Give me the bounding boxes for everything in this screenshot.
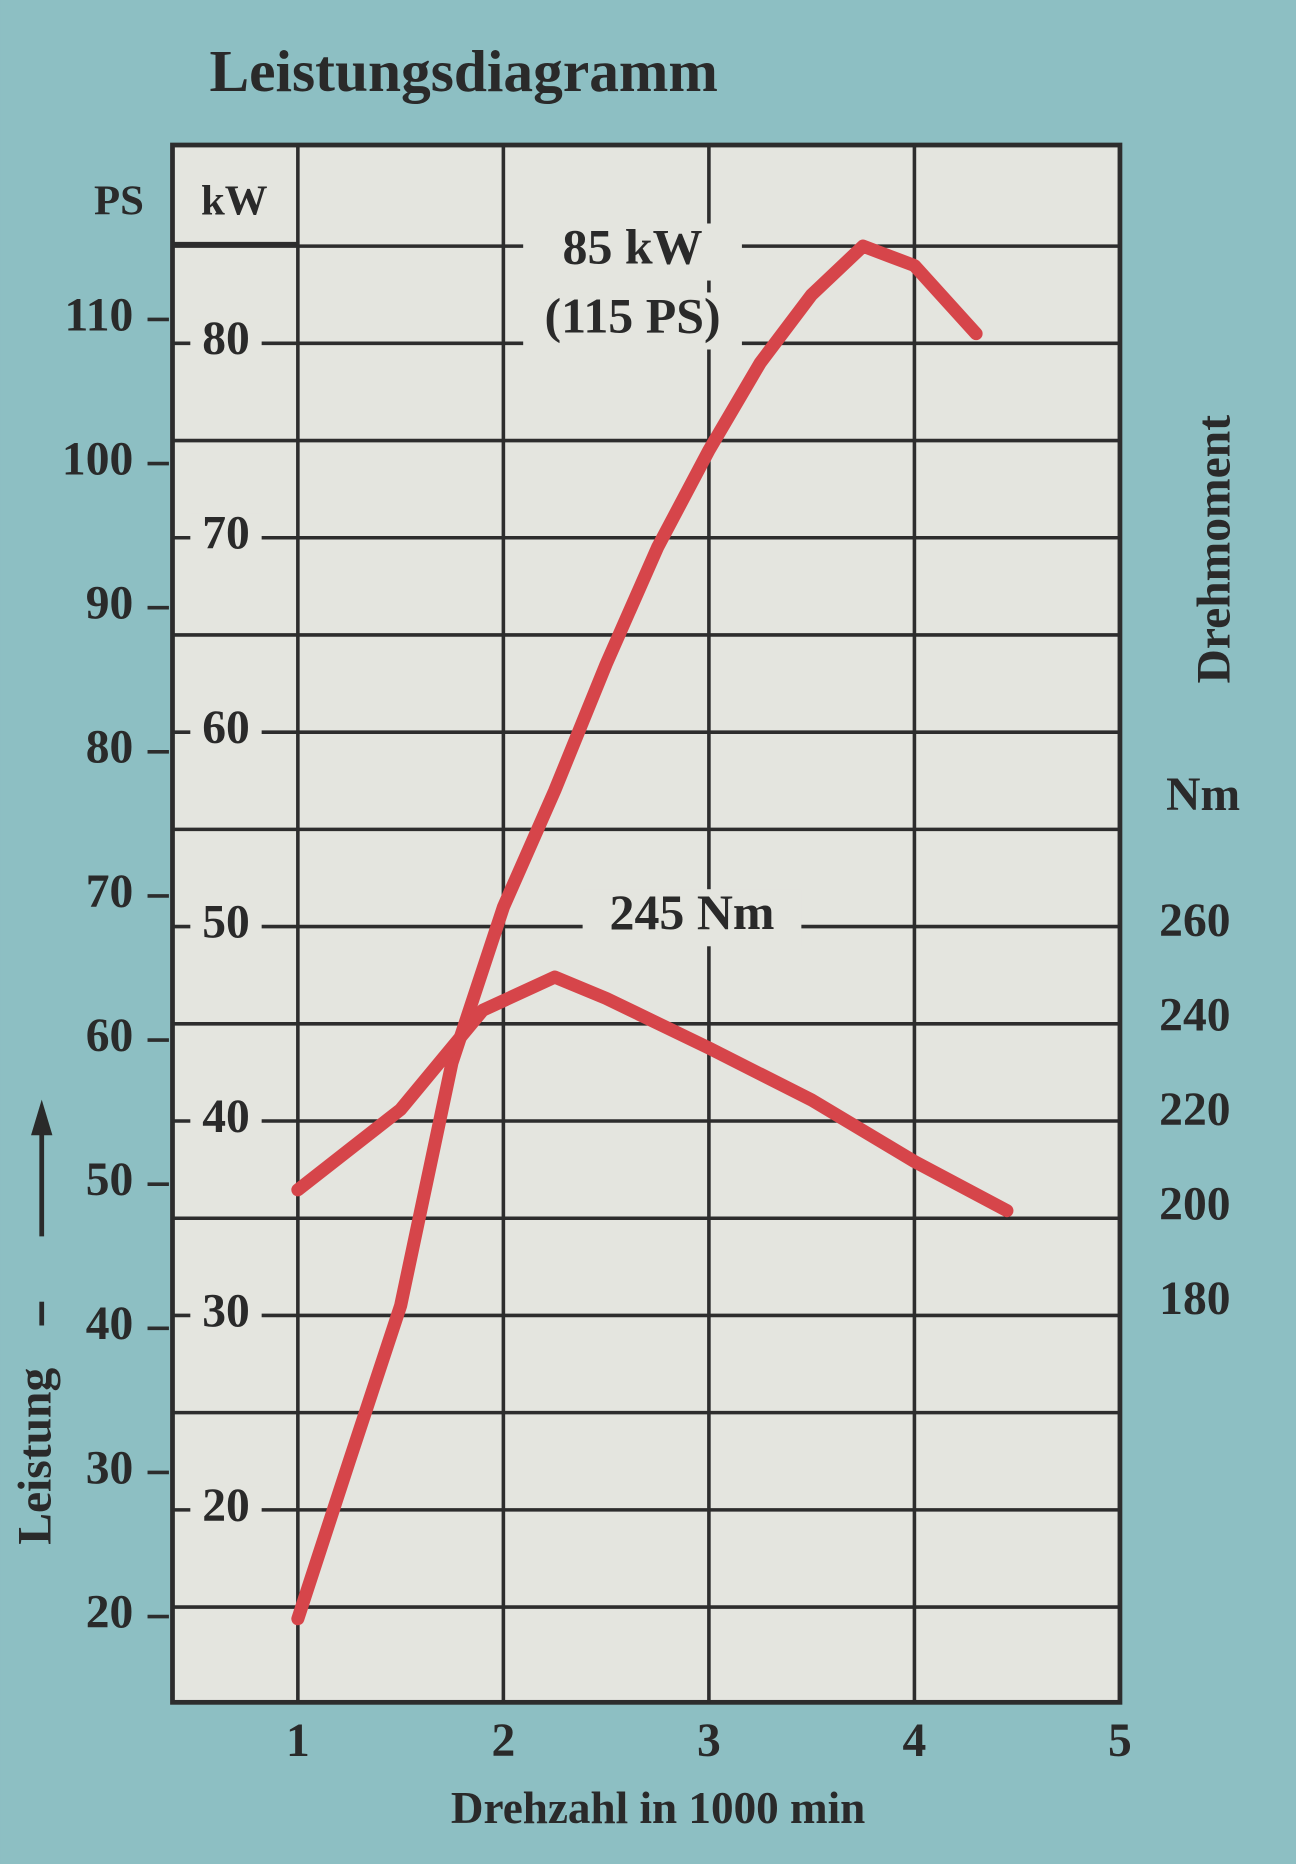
y-tick-label: 60 xyxy=(202,702,250,754)
x-tick-label: 4 xyxy=(903,1715,927,1767)
label-bg xyxy=(190,902,262,951)
x-tick-label: 5 xyxy=(1108,1715,1132,1767)
y2-tick-label: 260 xyxy=(1159,895,1230,947)
label-bg xyxy=(190,513,262,562)
ps-tick-label: 80 xyxy=(86,722,134,774)
y2-tick-label: 180 xyxy=(1159,1273,1230,1325)
ps-tick-label: 50 xyxy=(86,1154,134,1206)
x-tick-label: 3 xyxy=(697,1715,721,1767)
chart-title: Leistungsdiagramm xyxy=(210,38,718,104)
x-axis-label: Drehzahl in 1000 min xyxy=(451,1783,865,1833)
ps-unit: PS xyxy=(94,177,144,224)
y2-tick-label: 240 xyxy=(1159,990,1230,1042)
ps-tick-label: 100 xyxy=(62,433,133,485)
annotation: (115 PS) xyxy=(545,288,721,343)
ps-tick-label: 110 xyxy=(65,289,134,341)
ps-tick-label: 40 xyxy=(86,1298,134,1350)
annotation: 245 Nm xyxy=(610,885,775,940)
label-bg xyxy=(190,1486,262,1534)
y-tick-label: 80 xyxy=(202,313,250,365)
annotation: 85 kW xyxy=(563,219,703,274)
y-tick-label: 70 xyxy=(202,508,250,560)
label-bg xyxy=(190,1097,262,1145)
y2-tick-label: 220 xyxy=(1159,1084,1230,1136)
x-tick-label: 1 xyxy=(286,1715,310,1767)
ps-tick-label: 30 xyxy=(86,1442,134,1494)
y-tick-label: 20 xyxy=(202,1480,250,1532)
y-tick-label: 40 xyxy=(202,1091,250,1143)
y2-tick-label: 200 xyxy=(1159,1179,1230,1231)
label-bg xyxy=(190,708,262,756)
y2-unit: Nm xyxy=(1166,769,1240,821)
y-axis-label: Leistung xyxy=(9,1368,61,1545)
kw-unit: kW xyxy=(201,177,268,224)
arrow-head xyxy=(31,1099,53,1136)
annotation-bg xyxy=(582,889,802,947)
label-bg xyxy=(190,319,262,368)
ps-tick-label: 60 xyxy=(86,1010,134,1062)
annotation-bg xyxy=(523,223,742,281)
y2-axis-label: Drehmoment xyxy=(1189,415,1241,684)
annotation-bg xyxy=(523,292,742,350)
ps-tick-label: 90 xyxy=(86,578,134,630)
y-tick-label: 30 xyxy=(202,1285,250,1337)
label-bg xyxy=(190,1291,262,1340)
ps-tick-label: 20 xyxy=(86,1586,134,1638)
ps-tick-label: 70 xyxy=(86,866,134,918)
y-tick-label: 50 xyxy=(202,897,250,949)
curve xyxy=(291,970,1014,1218)
curve xyxy=(291,239,983,1626)
x-tick-label: 2 xyxy=(491,1715,515,1767)
